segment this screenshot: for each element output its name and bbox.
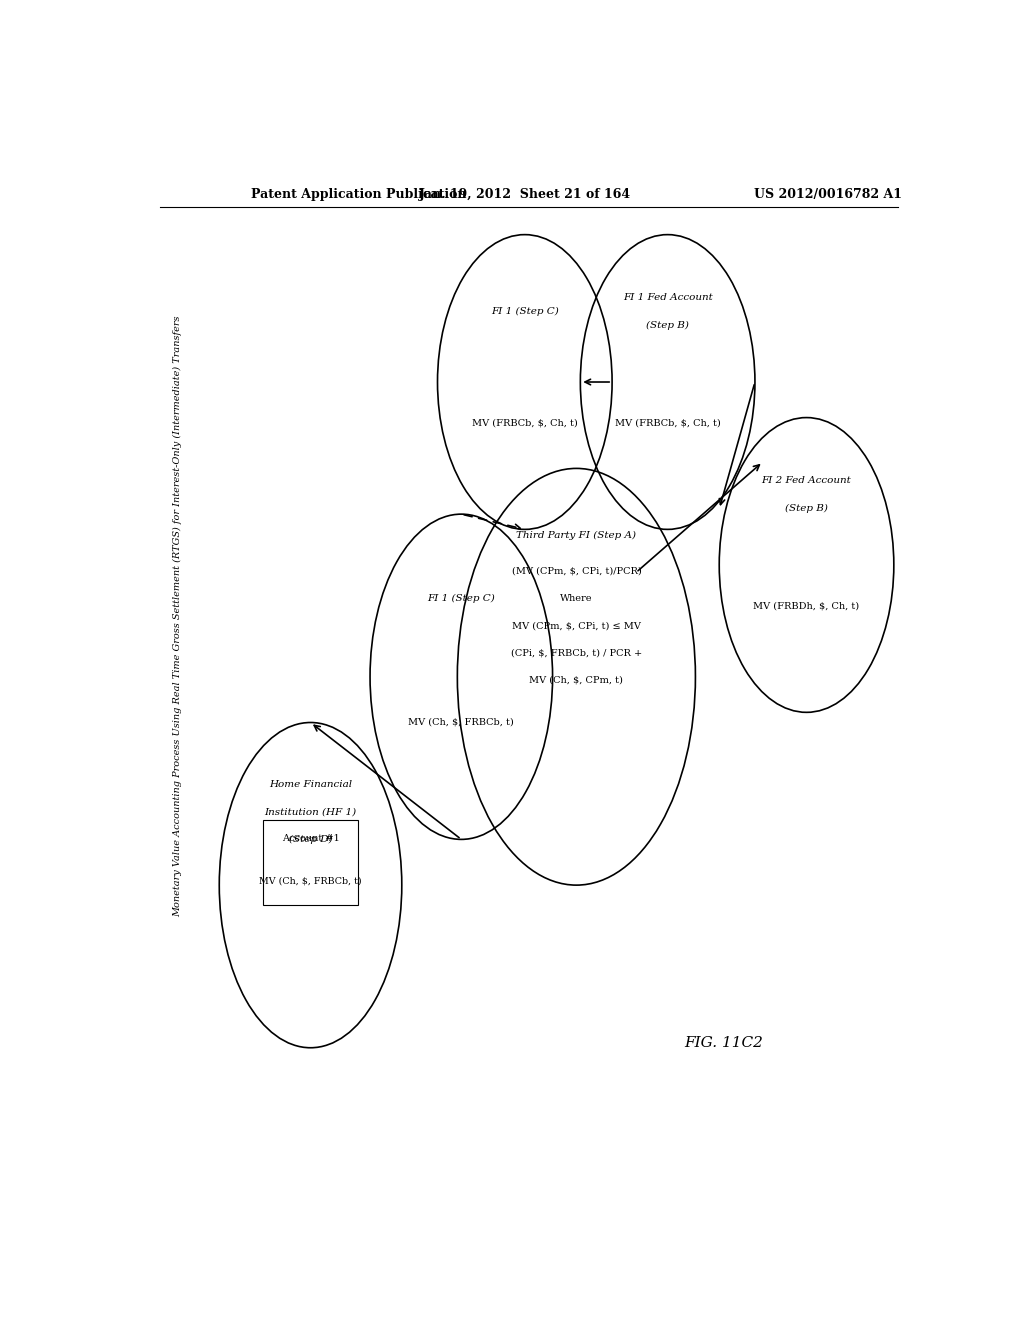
Bar <box>262 820 358 904</box>
Text: FIG. 11C2: FIG. 11C2 <box>684 1036 763 1049</box>
Text: FI 1 Fed Account: FI 1 Fed Account <box>623 293 713 302</box>
Text: Monetary Value Accounting Process Using Real Time Gross Settlement (RTGS) for In: Monetary Value Accounting Process Using … <box>173 315 182 916</box>
Text: MV (Ch, $, FRBCb, t): MV (Ch, $, FRBCb, t) <box>409 718 514 727</box>
Text: MV (Ch, $, CPm, t): MV (Ch, $, CPm, t) <box>529 676 624 685</box>
Text: (CPi, $, FRBCb, t) / PCR +: (CPi, $, FRBCb, t) / PCR + <box>511 648 642 657</box>
Text: (Step B): (Step B) <box>785 503 828 512</box>
Text: MV (CPm, $, CPi, t) ≤ MV: MV (CPm, $, CPi, t) ≤ MV <box>512 620 641 630</box>
Text: MV (Ch, $, FRBCb, t): MV (Ch, $, FRBCb, t) <box>259 876 361 886</box>
Text: Account #1: Account #1 <box>282 834 339 843</box>
Text: FI 1 (Step C): FI 1 (Step C) <box>490 306 559 315</box>
Text: MV (FRBCb, $, Ch, t): MV (FRBCb, $, Ch, t) <box>614 418 721 428</box>
Text: Home Financial: Home Financial <box>269 780 352 789</box>
Text: Third Party FI (Step A): Third Party FI (Step A) <box>516 531 636 540</box>
Text: (Step D): (Step D) <box>289 834 333 843</box>
Text: Where: Where <box>560 594 593 603</box>
Text: (MV (CPm, $, CPi, t)/PCR): (MV (CPm, $, CPi, t)/PCR) <box>512 566 641 576</box>
Text: (Step B): (Step B) <box>646 321 689 330</box>
Text: FI 2 Fed Account: FI 2 Fed Account <box>762 477 851 484</box>
Text: FI 1 (Step C): FI 1 (Step C) <box>427 594 496 603</box>
Text: MV (FRBDh, $, Ch, t): MV (FRBDh, $, Ch, t) <box>754 602 859 611</box>
Text: US 2012/0016782 A1: US 2012/0016782 A1 <box>754 189 902 202</box>
Text: Institution (HF 1): Institution (HF 1) <box>264 808 356 816</box>
Text: MV (FRBCb, $, Ch, t): MV (FRBCb, $, Ch, t) <box>472 418 578 428</box>
Text: Jan. 19, 2012  Sheet 21 of 164: Jan. 19, 2012 Sheet 21 of 164 <box>419 189 631 202</box>
Text: Patent Application Publication: Patent Application Publication <box>251 189 467 202</box>
